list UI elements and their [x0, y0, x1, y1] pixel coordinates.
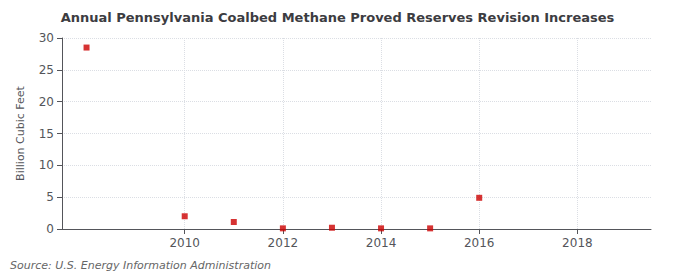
svg-text:2012: 2012 [268, 236, 299, 250]
svg-text:20: 20 [39, 95, 54, 109]
svg-text:0: 0 [46, 222, 54, 236]
svg-text:10: 10 [39, 158, 54, 172]
svg-text:Source: U.S. Energy Informatio: Source: U.S. Energy Information Administ… [10, 259, 271, 272]
svg-text:30: 30 [39, 31, 54, 45]
svg-text:2014: 2014 [366, 236, 397, 250]
svg-text:Billion Cubic Feet: Billion Cubic Feet [14, 85, 27, 180]
svg-text:5: 5 [46, 190, 54, 204]
svg-text:Annual Pennsylvania Coalbed Me: Annual Pennsylvania Coalbed Methane Prov… [61, 10, 615, 25]
svg-text:2018: 2018 [562, 236, 593, 250]
svg-text:2016: 2016 [464, 236, 495, 250]
svg-text:25: 25 [39, 63, 54, 77]
svg-text:15: 15 [39, 127, 54, 141]
svg-text:2010: 2010 [169, 236, 200, 250]
